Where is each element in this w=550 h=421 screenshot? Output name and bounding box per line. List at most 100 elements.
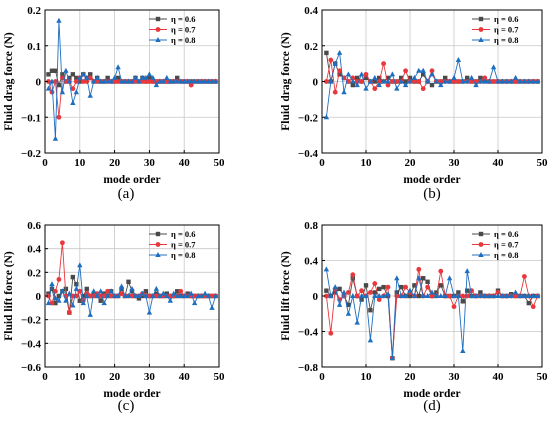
data-point	[477, 78, 484, 84]
data-point	[77, 262, 83, 268]
data-point	[521, 78, 528, 84]
data-point	[52, 135, 59, 141]
chart-panel: −0.8 −0.4 0 0.4 0.8 0 10 20 30 40 50 mode order Flui…	[280, 220, 548, 414]
data-point	[70, 86, 76, 92]
data-point	[416, 79, 422, 84]
data-point	[385, 75, 391, 81]
data-point	[403, 79, 408, 84]
data-point	[53, 300, 58, 306]
data-point	[139, 290, 146, 296]
data-point	[97, 288, 104, 294]
data-point	[167, 78, 173, 84]
data-point	[178, 293, 184, 298]
data-point	[433, 78, 440, 84]
x-tick-label: 30	[449, 157, 461, 169]
data-point	[129, 78, 135, 84]
data-point	[60, 240, 65, 246]
data-point	[337, 72, 342, 77]
data-point	[164, 74, 170, 80]
data-point	[98, 298, 103, 303]
data-point	[125, 78, 132, 84]
legend-entry: η = 0.6	[494, 229, 519, 239]
data-point	[84, 286, 89, 292]
data-point	[129, 289, 135, 294]
data-point	[372, 290, 377, 295]
data-point	[456, 290, 461, 295]
data-point	[534, 78, 541, 84]
data-point	[94, 293, 100, 298]
data-point	[367, 337, 374, 343]
data-point	[115, 293, 121, 298]
data-point	[455, 57, 462, 63]
y-tick-label: −0.2	[298, 112, 319, 124]
x-tick-label: 10	[361, 157, 373, 169]
data-point	[420, 293, 426, 298]
data-point	[122, 293, 128, 298]
data-point	[101, 300, 107, 306]
data-point	[354, 82, 360, 88]
legend-marker	[478, 37, 484, 42]
data-point	[112, 79, 117, 84]
data-point	[49, 281, 55, 287]
data-point	[341, 89, 347, 95]
data-point	[451, 79, 457, 84]
data-point	[530, 293, 536, 298]
data-point	[174, 293, 180, 298]
data-point	[174, 78, 180, 84]
data-point	[146, 309, 153, 315]
data-point	[195, 293, 201, 298]
data-point	[385, 82, 391, 88]
data-point	[429, 82, 435, 88]
data-point	[129, 293, 135, 299]
data-point	[324, 288, 329, 293]
data-point	[394, 275, 400, 281]
data-point	[350, 276, 355, 281]
data-point	[115, 64, 121, 70]
data-point	[132, 74, 139, 80]
data-point	[49, 286, 55, 292]
y-tick-label: 0.4	[27, 244, 41, 256]
data-point	[421, 72, 426, 77]
data-point	[80, 300, 86, 306]
data-point	[104, 293, 111, 298]
x-tick-label: 30	[144, 157, 156, 169]
data-point	[70, 99, 76, 105]
x-axis-label: mode order	[403, 174, 460, 186]
data-point	[175, 289, 180, 294]
data-point	[424, 78, 431, 84]
data-point	[66, 290, 73, 296]
data-point	[160, 290, 167, 296]
data-point	[390, 79, 395, 84]
data-point	[482, 78, 488, 84]
data-point	[508, 78, 514, 84]
data-point	[407, 287, 413, 293]
data-point	[486, 293, 492, 298]
y-tick-label: −0.2	[21, 148, 42, 160]
data-point	[59, 89, 66, 95]
data-point	[46, 79, 51, 84]
legend-entry: η = 0.7	[494, 25, 519, 35]
data-point	[490, 293, 497, 298]
data-point	[376, 82, 382, 88]
data-point	[412, 79, 417, 84]
data-point	[164, 79, 170, 84]
data-point	[363, 293, 369, 298]
data-point	[376, 297, 382, 302]
data-point	[328, 330, 334, 336]
data-point	[451, 74, 457, 80]
data-point	[468, 74, 475, 80]
data-point	[372, 293, 378, 298]
data-point	[350, 272, 356, 278]
data-point	[385, 291, 391, 297]
data-point	[504, 293, 510, 298]
data-point	[87, 92, 93, 98]
data-point	[368, 290, 373, 295]
data-point	[164, 293, 170, 298]
legend-marker	[478, 252, 484, 257]
data-point	[517, 293, 523, 298]
y-tick-label: −0.8	[298, 362, 319, 374]
data-point	[323, 114, 330, 120]
y-tick-label: 0.8	[304, 220, 318, 232]
data-point	[56, 293, 62, 299]
data-point	[115, 75, 121, 81]
